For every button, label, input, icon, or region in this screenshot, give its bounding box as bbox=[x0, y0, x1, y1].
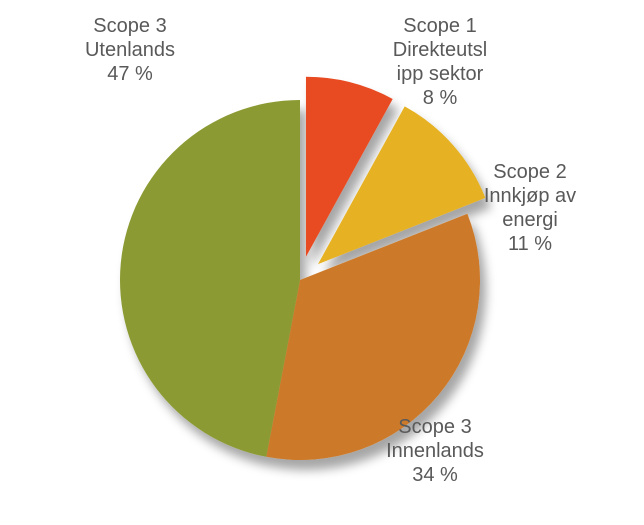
slice-scope3ut bbox=[120, 100, 300, 457]
pie-chart: Scope 1 Direkteutsl ipp sektor 8 % Scope… bbox=[0, 0, 644, 525]
pie-svg bbox=[0, 0, 644, 525]
